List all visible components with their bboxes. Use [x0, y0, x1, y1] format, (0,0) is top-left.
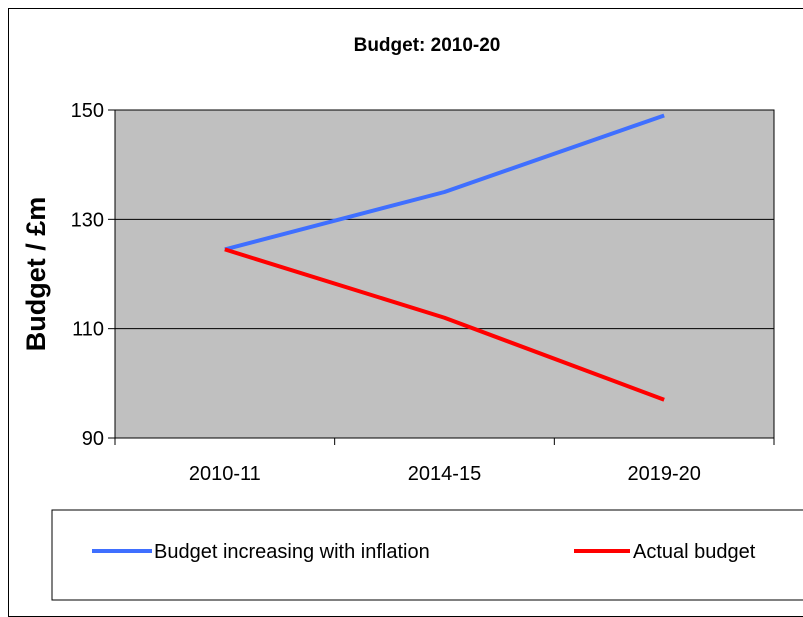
y-tick-label: 150 [71, 100, 104, 122]
series-lines [224, 113, 665, 402]
legend-label-0: Budget increasing with inflation [154, 541, 430, 563]
legend: Budget increasing with inflation Actual b… [92, 541, 756, 563]
legend-label-1: Actual budget [633, 541, 756, 563]
y-ticks: 90 110 130 150 [71, 100, 115, 450]
series-line-1 [224, 247, 665, 402]
y-axis-label: Budget / £m [21, 197, 51, 352]
axes [114, 110, 774, 439]
x-tick-label: 2019-20 [627, 463, 700, 485]
y-tick-label: 130 [71, 209, 104, 231]
x-tick-label: 2010-11 [189, 463, 261, 485]
plot-area [114, 109, 775, 439]
y-tick-label: 110 [72, 319, 104, 341]
x-tick-label: 2014-15 [408, 463, 481, 485]
grid-lines [115, 218, 774, 330]
chart-title: Budget: 2010-20 [354, 35, 501, 56]
legend-box [51, 509, 803, 601]
y-tick-label: 90 [82, 428, 104, 450]
x-ticks: 2010-11 2014-15 2019-20 [114, 438, 775, 485]
series-line-0 [224, 113, 665, 252]
